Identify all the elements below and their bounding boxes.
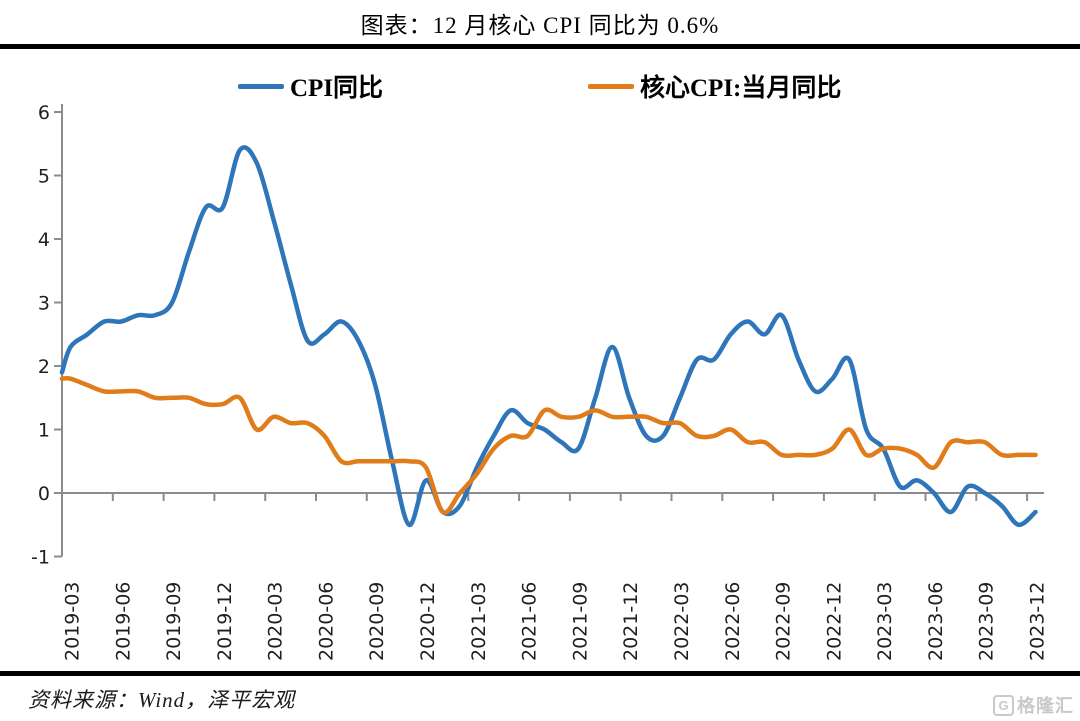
core-cpi-legend-label: 核心CPI:当月同比	[640, 75, 842, 102]
y-tick-label: 6	[38, 102, 50, 124]
legend-item-core-cpi: 核心CPI:当月同比	[588, 70, 841, 102]
y-tick-label: -1	[31, 547, 50, 569]
cpi-legend-label: CPI同比	[290, 75, 384, 102]
x-tick-label: 2022-12	[823, 582, 845, 661]
legend: CPI同比 核心CPI:当月同比	[0, 70, 1080, 102]
chart-title: 图表：12 月核心 CPI 同比为 0.6%	[360, 13, 720, 38]
y-tick-label: 0	[38, 483, 50, 505]
x-tick-label: 2021-06	[519, 582, 541, 661]
y-tick-label: 3	[38, 293, 50, 315]
x-tick-label: 2023-06	[925, 582, 947, 661]
x-tick-label: 2019-06	[112, 582, 134, 661]
x-tick-label: 2021-03	[468, 582, 490, 661]
x-tick-label: 2020-12	[417, 582, 439, 661]
x-tick-label: 2023-03	[874, 582, 896, 661]
gelonghui-logo-icon: G	[993, 694, 1014, 716]
x-tick-label: 2020-09	[366, 582, 388, 661]
y-tick-label: 2	[38, 356, 50, 378]
gelonghui-logo: G 格隆汇	[993, 692, 1074, 718]
core-cpi-legend-swatch	[588, 83, 634, 89]
bottom-rule	[0, 671, 1080, 676]
core-cpi-line	[59, 375, 1038, 515]
x-axis: 2019-03 2019-06 2019-09 2019-12 2020-03 2020-…	[61, 492, 1049, 661]
cpi-legend-swatch	[238, 83, 284, 89]
x-tick-label: 2022-03	[671, 582, 693, 661]
y-axis: 6 5 4 3 2 1 0 -1	[31, 102, 63, 569]
source-note: 资料来源：Wind，泽平宏观	[28, 688, 296, 712]
x-tick-label: 2020-06	[315, 582, 337, 661]
x-tick-label: 2019-09	[163, 582, 185, 661]
legend-item-cpi: CPI同比	[238, 70, 383, 102]
cpi-line	[59, 145, 1038, 528]
y-tick-label: 4	[38, 229, 50, 251]
x-tick-label: 2019-03	[62, 582, 84, 661]
x-tick-label: 2021-09	[569, 582, 591, 661]
x-tick-label: 2023-09	[976, 582, 998, 661]
x-tick-label: 2021-12	[620, 582, 642, 661]
x-tick-label: 2019-12	[214, 582, 236, 661]
y-tick-label: 5	[38, 166, 50, 188]
gelonghui-logo-text: 格隆汇	[1017, 696, 1074, 716]
x-tick-label: 2023-12	[1027, 582, 1049, 661]
y-tick-label: 1	[38, 420, 50, 442]
x-tick-label: 2022-09	[773, 582, 795, 661]
x-tick-label: 2020-03	[265, 582, 287, 661]
top-rule	[0, 44, 1080, 49]
x-tick-label: 2022-06	[722, 582, 744, 661]
